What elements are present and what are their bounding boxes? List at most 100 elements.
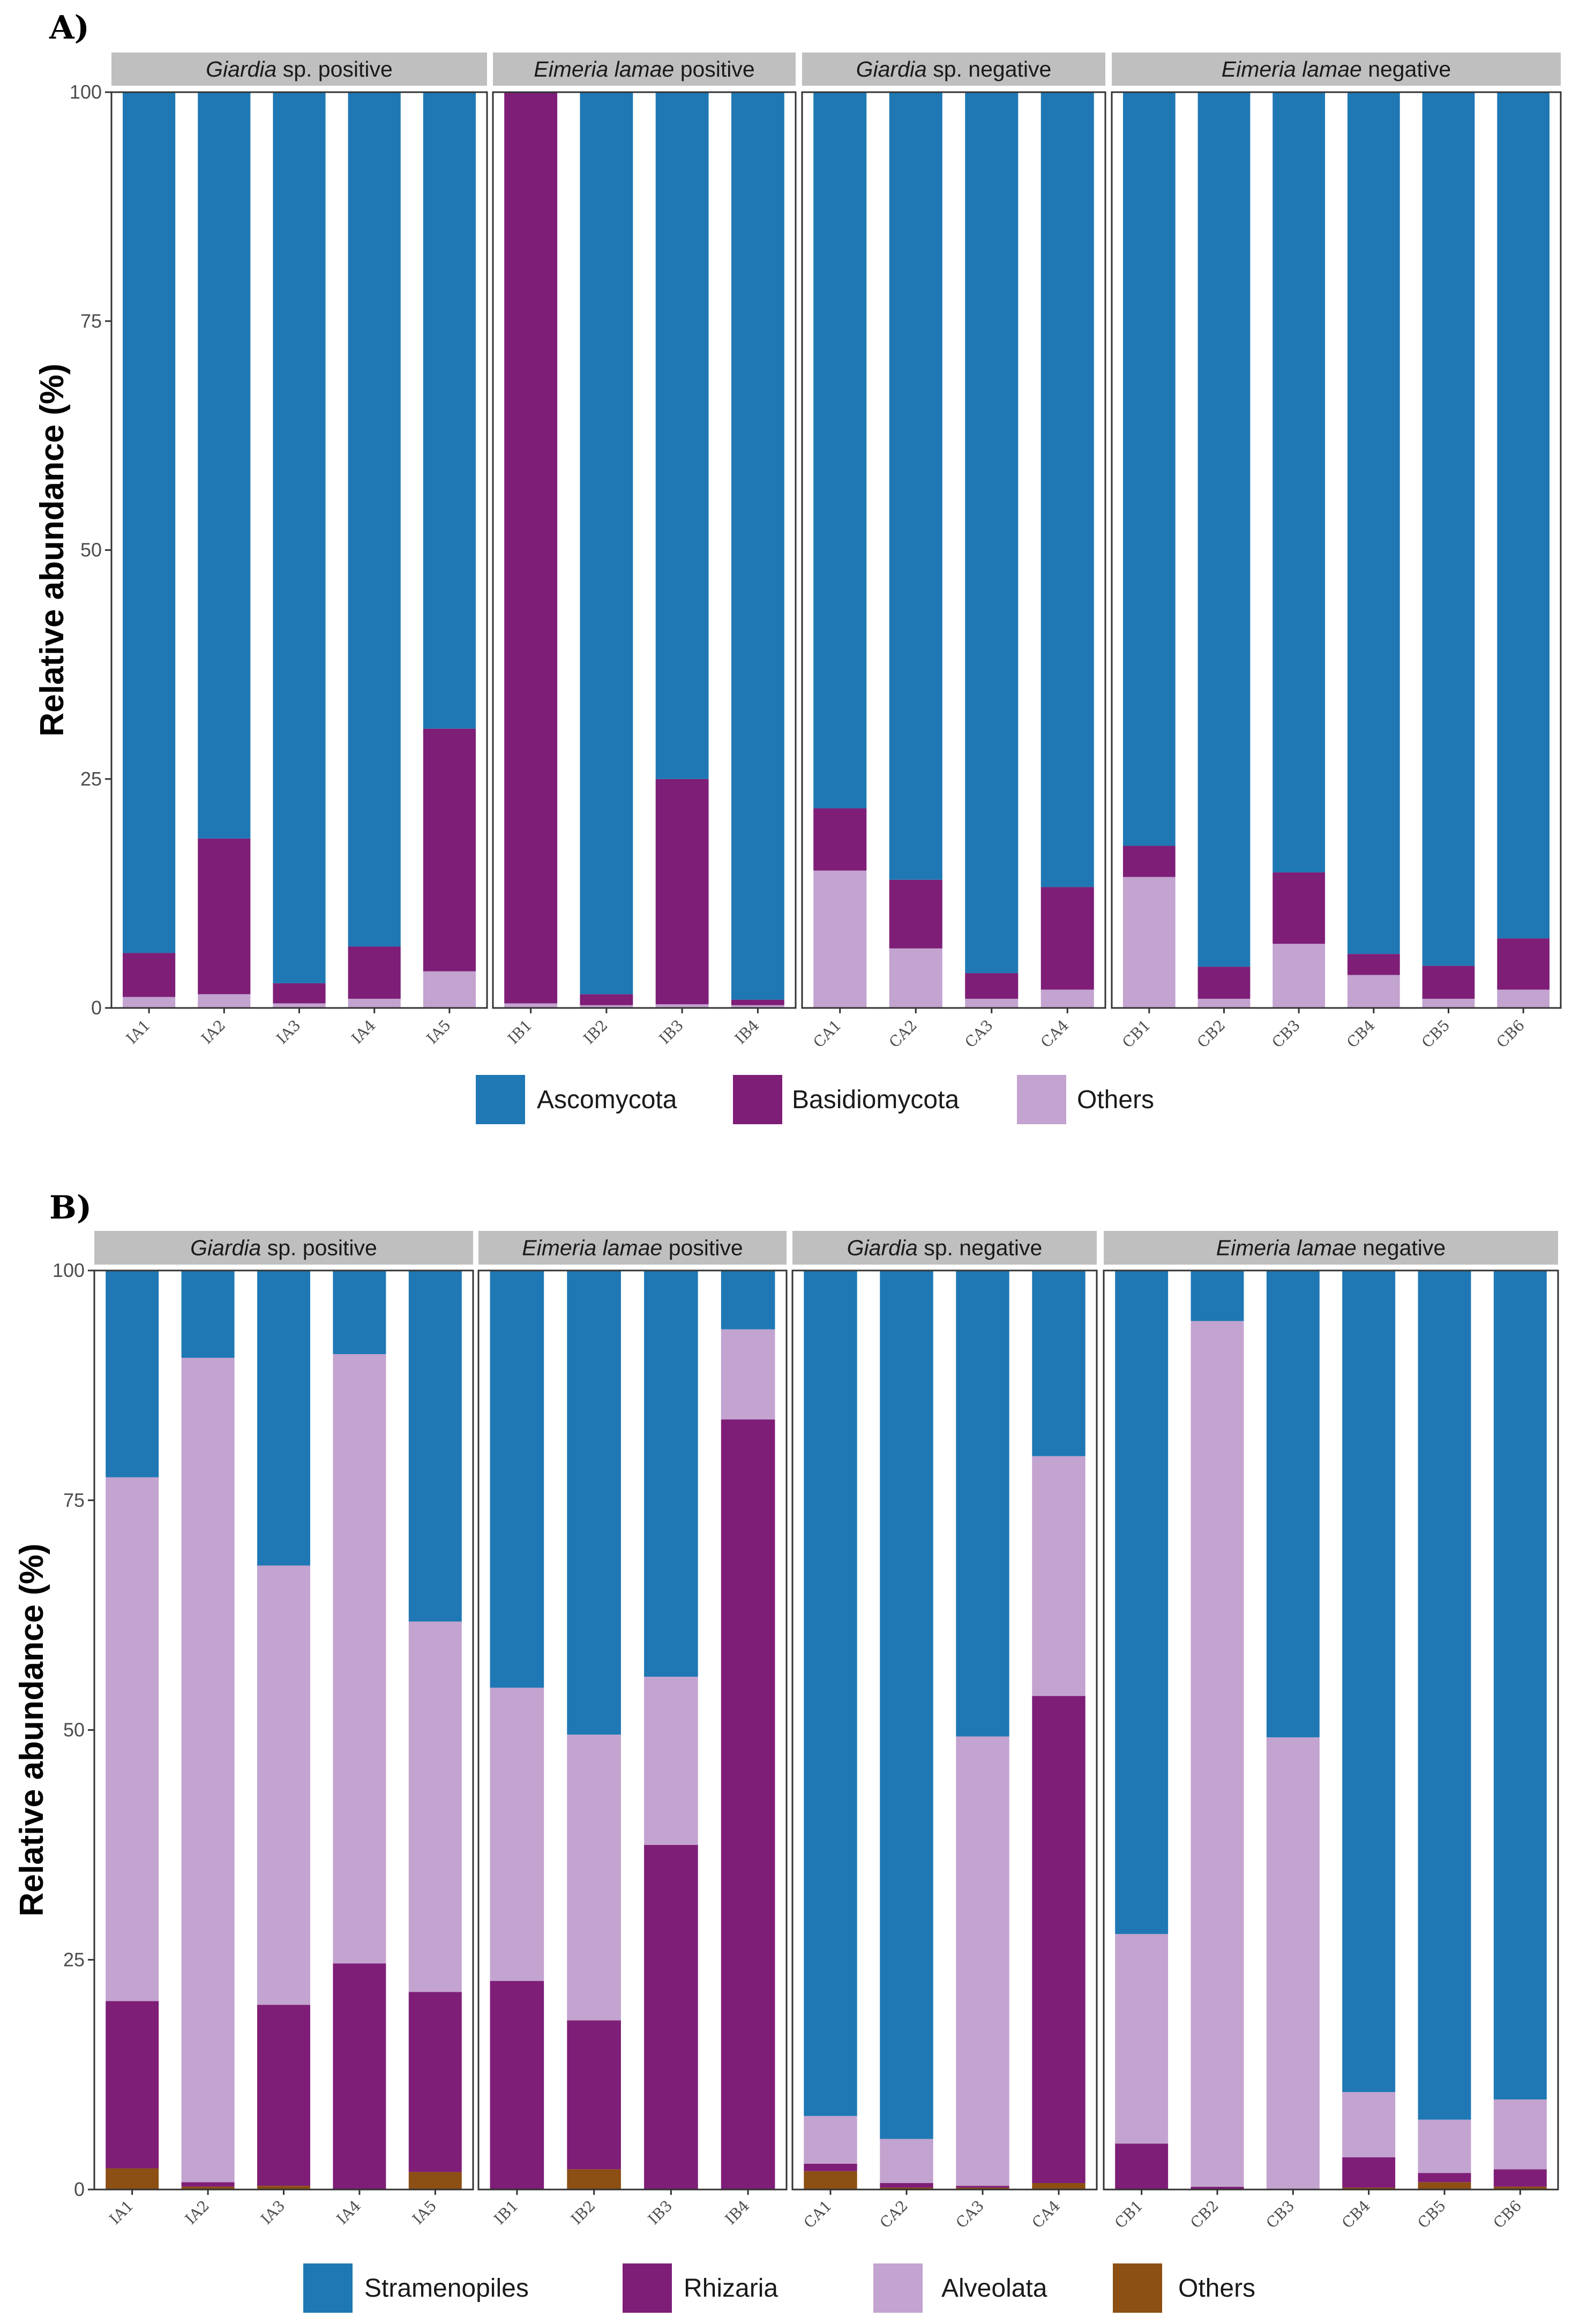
facet-border [477, 1269, 788, 2191]
bar-CB4-rhizaria [1342, 2157, 1396, 2188]
y-tick-label: 50 [63, 1719, 85, 1741]
bar-CB6-alveolata [1493, 2099, 1547, 2170]
sample-label: CB5 [1414, 2197, 1449, 2232]
bar-CA3-stramenopiles [956, 1271, 1009, 1737]
chart-panel-b: B) Relative abundance (%) 0 25 50 75 100 Giardi… [13, 1189, 1559, 2313]
sample-label: IB1 [491, 2197, 522, 2228]
sample-label: IA1 [106, 2197, 137, 2228]
sample-label: CB2 [1194, 1017, 1229, 1052]
bar-IA2-others [198, 994, 251, 1008]
facet-strip [478, 1231, 787, 1265]
facet-2: Eimeria lamae positive IB1 IB2 IB3 IB4 [477, 1231, 788, 2228]
sample-label: CB2 [1187, 2197, 1222, 2232]
y-axis-title: Relative abundance (%) [34, 364, 71, 737]
facet-strip-label: Giardia sp. positive [190, 1236, 377, 1260]
y-tick-label: 100 [53, 1259, 85, 1281]
facet-1: Giardia sp. positive IA1 IA2 IA3 IA4 IA5 [110, 53, 488, 1048]
bar-CA3-basidiomycota [965, 973, 1019, 999]
y-tick-label: 50 [80, 539, 102, 561]
sample-label: CB5 [1418, 1017, 1454, 1052]
bar-IA2-others [181, 2186, 235, 2190]
facet-strip [493, 53, 796, 86]
sample-label: CA4 [1037, 1017, 1072, 1051]
sample-label: IB4 [731, 1017, 762, 1048]
bar-CB1-basidiomycota [1122, 846, 1176, 877]
bar-CA4-others [1040, 989, 1094, 1008]
bar-IB1-rhizaria [490, 1981, 544, 2190]
bar-IB4-others [731, 1005, 784, 1008]
facet-strip [94, 1231, 473, 1265]
bar-IA4-basidiomycota [348, 946, 401, 999]
facet-1: Giardia sp. positive IA1 IA2 IA3 IA4 IA5 [93, 1231, 474, 2228]
sample-label: IA1 [123, 1017, 154, 1048]
facet-border [1103, 1269, 1559, 2191]
bar-CA2-stramenopiles [880, 1271, 933, 2139]
sample-label: IB2 [580, 1017, 611, 1048]
facet-strip-label: Eimeria lamae positive [534, 57, 754, 81]
legend-label-rhizaria: Rhizaria [684, 2274, 778, 2303]
sample-label: CA1 [800, 2197, 835, 2232]
sample-label: IA5 [409, 2197, 440, 2228]
sample-label: IB1 [504, 1017, 535, 1048]
bar-IB2-others [567, 2169, 621, 2190]
bar-CB1-others [1122, 877, 1176, 1008]
bar-CA4-others [1032, 2183, 1086, 2190]
bar-IB2-ascomycota [580, 92, 633, 995]
bar-IA4-rhizaria [333, 1963, 386, 2190]
bar-IB4-basidiomycota [731, 999, 784, 1005]
bar-CA3-others [965, 998, 1019, 1008]
sample-label: CA2 [877, 2197, 911, 2232]
bar-IB1-basidiomycota [504, 92, 558, 1004]
bar-IA5-others [423, 971, 476, 1008]
bar-CB6-others [1497, 989, 1550, 1008]
bar-CB3-stramenopiles [1266, 1271, 1320, 1738]
bar-IA5-basidiomycota [423, 728, 476, 972]
bar-IA3-basidiomycota [273, 983, 326, 1004]
bar-IB4-stramenopiles [721, 1271, 775, 1329]
bar-IB3-ascomycota [655, 92, 709, 779]
bar-CB4-stramenopiles [1342, 1271, 1396, 2093]
sample-label: CA2 [886, 1017, 920, 1051]
facet-border [1111, 91, 1562, 1009]
sample-label: CA4 [1029, 2197, 1064, 2232]
bar-IB3-stramenopiles [644, 1271, 698, 1677]
bar-CA4-stramenopiles [1032, 1271, 1086, 1456]
bar-CA1-rhizaria [804, 2163, 857, 2171]
bar-CB5-others [1422, 998, 1475, 1008]
bar-IA1-others [106, 2168, 159, 2190]
bar-CA2-rhizaria [880, 2183, 933, 2188]
sample-label: CB3 [1268, 1017, 1304, 1052]
bar-IA1-alveolata [106, 1477, 159, 2001]
bar-IA2-alveolata [181, 1357, 235, 2183]
bar-IA2-stramenopiles [181, 1271, 235, 1358]
y-tick-label: 25 [63, 1948, 85, 1970]
bar-CA3-others [956, 2187, 1009, 2190]
bar-CB2-alveolata [1191, 1321, 1244, 2187]
facet-2: Eimeria lamae positive IB1 IB2 IB3 IB4 [492, 53, 797, 1048]
panel-label: A) [49, 9, 89, 47]
bar-CA1-others [813, 870, 867, 1008]
bar-CB2-basidiomycota [1197, 967, 1251, 999]
sample-label: IA3 [257, 2197, 288, 2228]
bar-IA1-basidiomycota [123, 953, 176, 997]
bar-CB5-ascomycota [1422, 92, 1475, 966]
bar-CA1-ascomycota [813, 92, 867, 809]
bar-IA1-ascomycota [123, 92, 176, 953]
chart-panel-a: A) Relative abundance (%) 0 25 50 75 100 Giardi… [34, 9, 1562, 1124]
bar-IA5-others [408, 2172, 462, 2190]
facet-border [801, 91, 1106, 1009]
facet-strip-label: Eimeria lamae negative [1216, 1236, 1446, 1260]
bar-CB6-others [1493, 2186, 1547, 2190]
panel-label: B) [49, 1189, 92, 1227]
bar-CB5-rhizaria [1418, 2173, 1471, 2183]
bar-CA4-ascomycota [1040, 92, 1094, 887]
sample-label: CA3 [953, 2197, 987, 2232]
bar-CB6-ascomycota [1497, 92, 1550, 939]
bar-IA1-stramenopiles [106, 1271, 159, 1477]
bar-IB3-others [655, 1004, 709, 1008]
bar-IA2-basidiomycota [198, 838, 251, 995]
bar-IB2-alveolata [567, 1735, 621, 2021]
bar-CA2-ascomycota [889, 92, 942, 880]
facet-4: Eimeria lamae negative CB1 CB2 CB3 CB4 CB5 CB6 [1103, 1231, 1559, 2232]
legend-label-alveolata: Alveolata [941, 2274, 1047, 2303]
